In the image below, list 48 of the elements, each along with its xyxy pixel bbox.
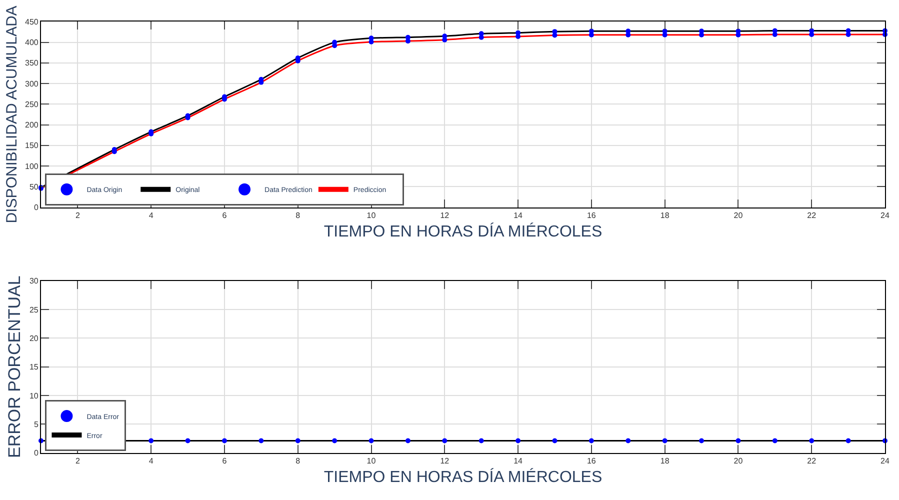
x-tick-label: 16	[586, 210, 596, 220]
x-tick-label: 18	[660, 210, 670, 220]
y-tick-label: 100	[25, 162, 39, 171]
y-tick-label: 0	[34, 203, 39, 212]
x-tick-label: 4	[148, 456, 154, 466]
y-tick-label: 5	[34, 420, 39, 429]
x-tick-label: 22	[807, 456, 817, 466]
x-tick-label: 12	[440, 456, 450, 466]
y-tick-label: 300	[25, 79, 39, 88]
x-tick-label: 6	[222, 456, 228, 466]
y-tick-label: 450	[25, 17, 39, 26]
y-tick-label: 15	[29, 362, 39, 372]
x-axis-title: TIEMPO EN HORAS DÍA MIÉRCOLES	[324, 222, 602, 241]
y-tick-label: 50	[29, 182, 39, 192]
x-tick-label: 22	[807, 210, 817, 220]
y-tick-label: 350	[25, 58, 39, 68]
x-tick-label: 14	[514, 456, 524, 466]
x-tick-label: 10	[366, 456, 376, 466]
point	[516, 34, 521, 40]
x-tick-label: 16	[586, 456, 596, 466]
point	[405, 38, 410, 44]
y-tick-label: 400	[25, 38, 39, 48]
y-tick-label: 25	[29, 305, 39, 314]
x-axis-title: TIEMPO EN HORAS DÍA MIÉRCOLES	[324, 468, 602, 486]
x-tick-label: 8	[296, 210, 301, 220]
y-tick-label: 30	[29, 276, 39, 286]
y-tick-label: 0	[34, 448, 39, 458]
x-tick-label: 14	[514, 210, 524, 220]
x-tick-label: 20	[734, 210, 744, 220]
x-tick-label: 10	[366, 210, 376, 220]
x-tick-label: 4	[148, 210, 154, 220]
y-tick-label: 200	[25, 120, 39, 130]
y-tick-label: 10	[29, 391, 39, 400]
x-tick-label: 6	[222, 210, 228, 220]
y-tick-label: 150	[25, 141, 39, 150]
x-tick-label: 12	[440, 210, 450, 220]
y-tick-label: 250	[25, 100, 39, 109]
x-tick-label: 24	[880, 210, 890, 220]
y-axis-title: DISPONIBILIDAD ACUMULADA	[3, 6, 20, 224]
x-tick-label: 2	[75, 456, 80, 466]
x-tick-label: 2	[75, 210, 80, 220]
x-tick-label: 8	[296, 456, 301, 466]
x-tick-label: 18	[660, 456, 670, 466]
x-tick-label: 20	[734, 456, 744, 466]
point	[332, 43, 338, 48]
x-tick-label: 24	[880, 456, 890, 466]
y-tick-label: 20	[29, 334, 39, 344]
y-axis-title: ERROR PORCENTUAL	[5, 276, 24, 458]
